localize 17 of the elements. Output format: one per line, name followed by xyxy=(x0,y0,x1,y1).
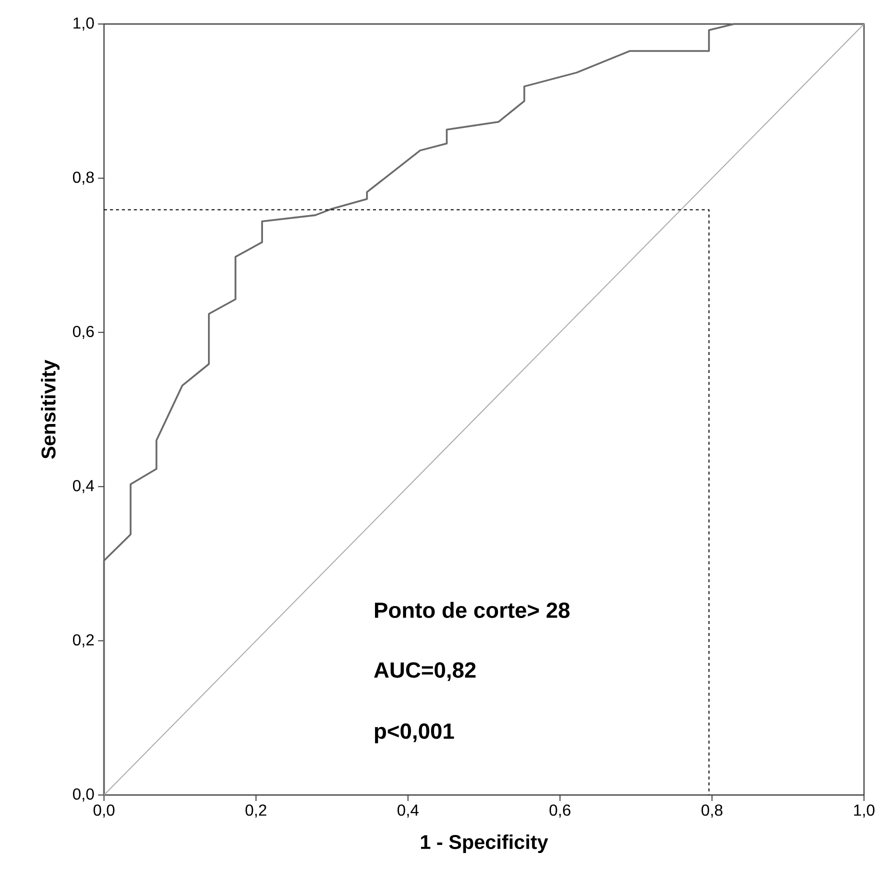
y-tick-label: 0,2 xyxy=(72,634,94,648)
y-axis-title: Sensitivity xyxy=(40,360,60,459)
y-tick-label: 0,6 xyxy=(72,326,94,339)
x-tick-label: 0,2 xyxy=(246,804,266,818)
x-tick-label: 0,0 xyxy=(94,804,114,818)
annotation: Ponto de corte> 28 xyxy=(374,602,570,618)
x-tick-label: 0,4 xyxy=(398,804,419,818)
x-axis-title: 1 - Specificity xyxy=(421,834,548,854)
y-tick-label: 0,0 xyxy=(72,788,94,802)
annotation: AUC=0,82 xyxy=(374,662,476,681)
y-tick-label: 0,8 xyxy=(72,172,94,185)
x-tick-label: 1,0 xyxy=(854,804,874,818)
x-tick-label: 0,8 xyxy=(702,804,722,818)
y-tick-label: 0,4 xyxy=(72,480,94,494)
y-tick-label: 1,0 xyxy=(74,17,94,31)
x-tick-label: 0,6 xyxy=(550,804,570,818)
annotation: p<0,001 xyxy=(374,723,454,744)
